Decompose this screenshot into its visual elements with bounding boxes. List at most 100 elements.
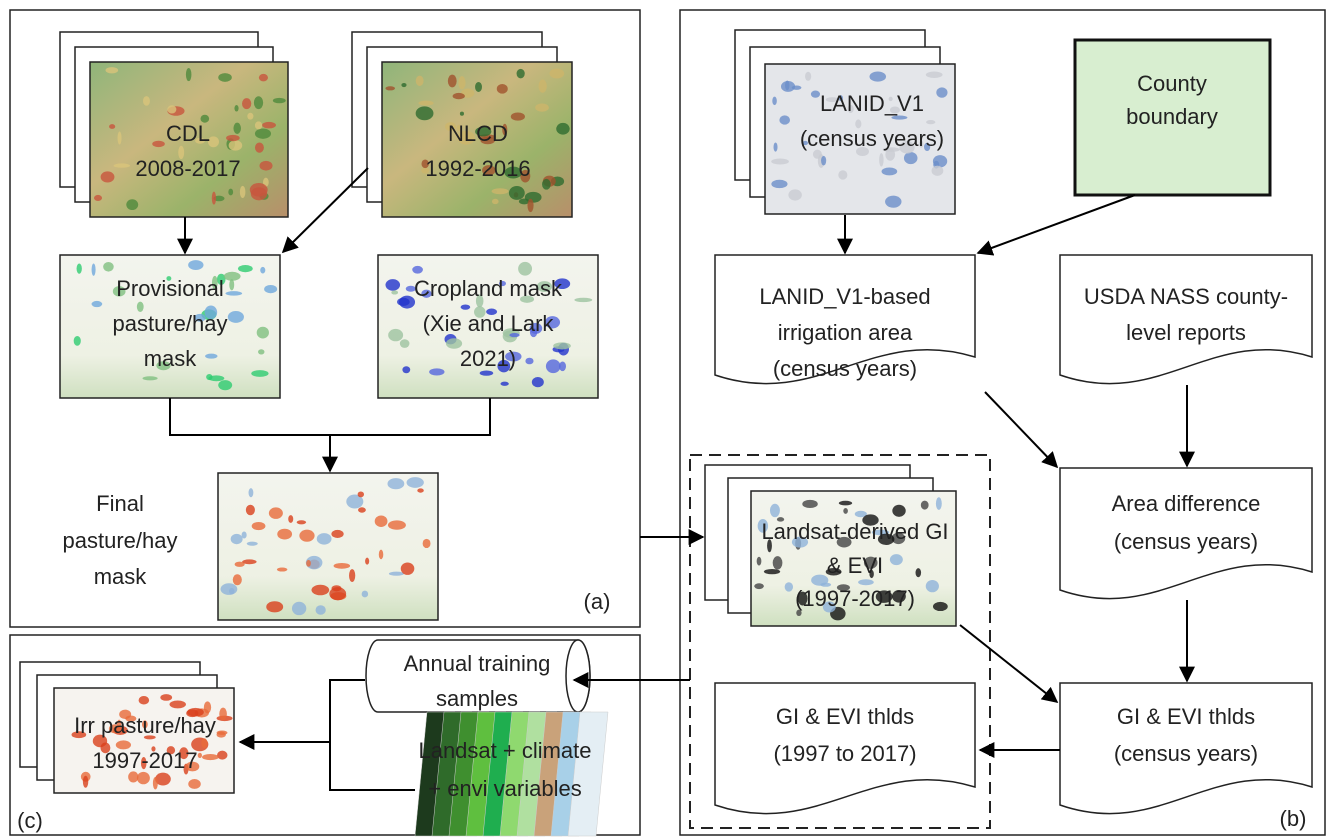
map-feature <box>838 500 853 506</box>
map-feature <box>429 368 445 376</box>
map-feature <box>277 528 293 540</box>
map-feature <box>103 261 114 272</box>
node-text: Cropland mask <box>414 276 563 301</box>
map-feature <box>516 68 525 79</box>
panel-label: (a) <box>584 589 611 614</box>
map-feature <box>892 589 906 603</box>
map-feature <box>195 137 205 144</box>
map-feature <box>825 567 842 576</box>
node-text: GI & EVI thlds <box>776 704 914 729</box>
node-text: Annual training <box>404 651 551 676</box>
map-feature <box>776 517 785 522</box>
map-feature <box>875 590 893 603</box>
map-feature <box>459 111 464 116</box>
map-feature <box>891 115 908 120</box>
map-feature <box>93 194 103 202</box>
map-feature <box>242 98 252 110</box>
map-feature <box>500 381 509 386</box>
map-feature <box>211 191 217 205</box>
document-shape <box>1059 254 1313 385</box>
map-feature <box>932 601 948 612</box>
map-feature <box>479 370 494 376</box>
map-feature <box>418 100 434 106</box>
map-feature <box>266 601 284 613</box>
map-feature <box>400 562 415 575</box>
map-feature <box>233 122 241 134</box>
image-sheet <box>217 472 439 621</box>
map-feature <box>234 561 245 567</box>
map-feature <box>218 380 233 391</box>
panel-b <box>679 9 1326 836</box>
map-feature <box>925 579 939 593</box>
map-feature <box>225 291 243 296</box>
shapes <box>19 29 1313 837</box>
map-feature <box>242 559 257 565</box>
node-text: + envi variables <box>428 776 581 801</box>
map-feature <box>253 96 264 110</box>
map-feature <box>885 148 896 161</box>
map-feature <box>531 377 544 388</box>
map-feature <box>113 163 131 168</box>
map-feature <box>232 574 242 586</box>
map-feature <box>208 375 225 382</box>
map-feature <box>811 574 829 586</box>
map-feature <box>143 735 156 740</box>
map-feature <box>888 96 893 102</box>
map-feature <box>559 361 567 372</box>
map-feature <box>812 149 822 159</box>
map-feature <box>288 515 294 523</box>
map-feature <box>291 601 307 616</box>
map-feature <box>822 601 836 613</box>
map-feature <box>142 96 150 106</box>
map-feature <box>241 531 247 539</box>
map-feature <box>262 121 276 129</box>
map-feature <box>258 73 268 82</box>
map-feature <box>230 533 243 545</box>
map-feature <box>499 280 506 287</box>
map-feature <box>152 776 158 790</box>
map-feature <box>855 119 862 129</box>
map-feature <box>387 520 406 530</box>
node-text: 2008-2017 <box>135 156 240 181</box>
map-feature <box>179 747 189 760</box>
map-feature <box>538 79 547 93</box>
map-feature <box>178 145 185 160</box>
map-feature <box>258 349 265 355</box>
map-feature <box>391 290 399 295</box>
map-feature <box>237 265 253 273</box>
map-feature <box>105 67 119 74</box>
map-feature <box>491 188 509 195</box>
node-text: LANID_V1-based <box>759 284 930 309</box>
map-feature <box>785 80 790 91</box>
node-text: mask <box>144 346 198 371</box>
map-feature <box>544 316 561 329</box>
map-feature <box>264 284 278 294</box>
map-feature <box>891 532 906 545</box>
map-feature <box>276 567 288 572</box>
map-feature <box>239 185 246 199</box>
map-feature <box>756 556 762 566</box>
map-feature <box>847 104 854 113</box>
map-feature <box>201 738 208 749</box>
map-feature <box>219 707 227 721</box>
map-feature <box>385 279 401 291</box>
node-text: Landsat + climate <box>418 738 591 763</box>
map-feature <box>115 740 132 750</box>
map-feature <box>445 338 463 349</box>
map-feature <box>151 746 156 752</box>
map-feature <box>802 499 818 509</box>
map-feature <box>763 568 781 575</box>
map-feature <box>788 189 802 201</box>
map-feature <box>217 750 228 760</box>
labels: CDL 2008-2017 NLCD 1992-2016 Provisional… <box>17 71 1306 833</box>
node-text: (Xie and Lark <box>423 311 555 336</box>
map-feature <box>417 488 424 493</box>
map-feature <box>76 263 82 274</box>
map-feature <box>228 140 243 151</box>
map-feature <box>220 583 238 595</box>
map-feature <box>772 556 783 570</box>
map-feature <box>771 158 789 165</box>
node-text: mask <box>94 564 148 589</box>
node-text: Final <box>96 491 144 516</box>
map-feature <box>185 761 200 772</box>
